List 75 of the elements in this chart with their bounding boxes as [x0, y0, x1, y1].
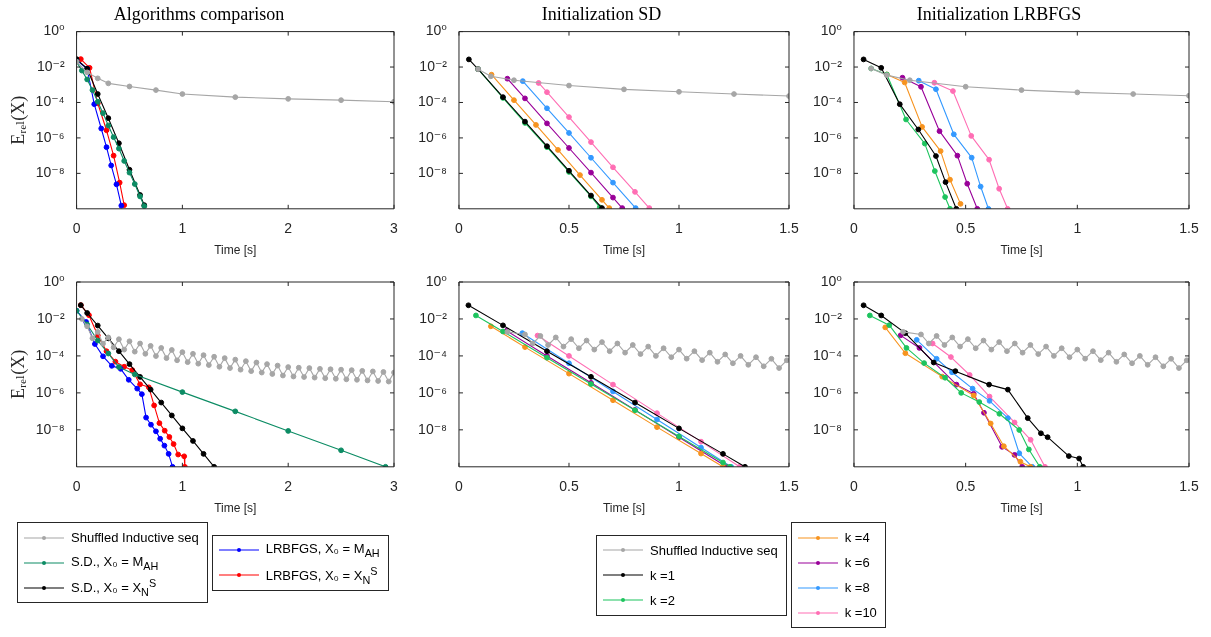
x-tick-label: 0.5	[559, 220, 579, 237]
y-tick-label: 10⁻⁴	[35, 346, 65, 363]
x-tick-label: 1.5	[779, 478, 799, 495]
y-tick-label: 10⁻⁶	[418, 383, 447, 400]
legend-label: LRBFGS, X₀ = M$_{AH}$	[265, 541, 380, 559]
x-axis-title: Time [s]	[1000, 243, 1043, 258]
y-tick-label: 10⁻²	[419, 57, 448, 74]
y-tick-label: 10⁻⁶	[35, 383, 65, 400]
x-axis-title: Time [s]	[602, 501, 646, 516]
y-tick-label: 10⁰	[425, 22, 448, 39]
y-tick-label: 10⁻⁴	[417, 346, 447, 363]
x-tick-label: 3	[390, 478, 399, 495]
chart-title: Initialization LRBFGS	[916, 3, 1082, 24]
y-tick-label: 10⁻²	[814, 309, 843, 326]
x-tick-label: 1	[1073, 220, 1082, 237]
x-tick-label: 1.5	[1179, 478, 1199, 495]
x-tick-label: 1	[1073, 478, 1082, 495]
x-axis-title: Time [s]	[1000, 501, 1043, 516]
x-tick-label: 0	[850, 478, 859, 495]
y-tick-label: 10⁰	[43, 272, 65, 289]
y-tick-label: 10⁻⁸	[35, 420, 65, 437]
y-tick-label: 10⁻²	[419, 309, 448, 326]
x-tick-label: 0.5	[955, 220, 976, 237]
x-tick-label: 0.5	[955, 478, 976, 495]
y-tick-label: 10⁻⁸	[35, 164, 65, 181]
y-axis-title: Eᵣₑₗ(X)	[7, 95, 29, 145]
y-tick-label: 10⁻²	[814, 57, 843, 74]
y-tick-label: 10⁻²	[36, 57, 65, 74]
legend-label: Shuffled Inductive seq	[71, 530, 199, 545]
y-tick-label: 10⁻⁴	[812, 346, 842, 363]
x-tick-label: 0.5	[559, 478, 579, 495]
y-tick-label: 10⁻⁴	[812, 93, 842, 110]
y-tick-label: 10⁻⁸	[418, 420, 448, 437]
legend-label: Shuffled Inductive seq	[650, 542, 778, 558]
y-tick-label: 10⁻⁶	[813, 128, 842, 145]
legend-label: k =10	[844, 605, 877, 620]
x-axis-title: Time [s]	[214, 501, 257, 516]
x-tick-label: 1	[178, 478, 187, 495]
legend-label: k =6	[844, 555, 870, 570]
x-tick-label: 1	[675, 220, 684, 237]
y-tick-label: 10⁰	[820, 22, 843, 39]
legend-label: S.D., X₀ = M$_{AH}$	[71, 553, 159, 572]
x-tick-label: 1	[178, 220, 187, 237]
y-tick-label: 10⁰	[820, 272, 843, 289]
y-tick-label: 10⁻⁸	[418, 164, 448, 181]
y-tick-label: 10⁻⁶	[813, 383, 842, 400]
x-tick-label: 0	[850, 220, 859, 237]
x-tick-label: 1.5	[1179, 220, 1199, 237]
x-tick-label: 0	[455, 220, 464, 237]
legend-label: k =8	[844, 580, 870, 595]
y-tick-label: 10⁻⁸	[813, 420, 843, 437]
x-axis-title: Time [s]	[214, 243, 257, 258]
x-tick-label: 1.5	[779, 220, 799, 237]
y-tick-label: 10⁰	[425, 272, 448, 289]
y-tick-label: 10⁻⁸	[813, 164, 843, 181]
chart-title: Algorithms comparison	[113, 3, 285, 24]
y-tick-label: 10⁰	[43, 22, 65, 39]
x-tick-label: 0	[72, 220, 81, 237]
x-tick-label: 2	[284, 220, 293, 237]
y-tick-label: 10⁻⁶	[35, 128, 65, 145]
x-tick-label: 0	[455, 478, 464, 495]
y-tick-label: 10⁻⁴	[35, 93, 65, 110]
y-axis-title: Eᵣₑₗ(X)	[7, 349, 29, 399]
x-tick-label: 0	[72, 478, 81, 495]
legend-label: k =2	[650, 592, 675, 608]
y-tick-label: 10⁻²	[36, 309, 65, 326]
x-tick-label: 2	[284, 478, 293, 495]
y-tick-label: 10⁻⁶	[418, 128, 447, 145]
legend-label: k =1	[650, 567, 675, 583]
y-tick-label: 10⁻⁴	[417, 93, 447, 110]
x-tick-label: 1	[675, 478, 684, 495]
x-tick-label: 3	[390, 220, 399, 237]
legend-label: k =4	[844, 530, 870, 545]
chart-title: Initialization SD	[541, 3, 662, 24]
x-axis-title: Time [s]	[602, 243, 646, 258]
